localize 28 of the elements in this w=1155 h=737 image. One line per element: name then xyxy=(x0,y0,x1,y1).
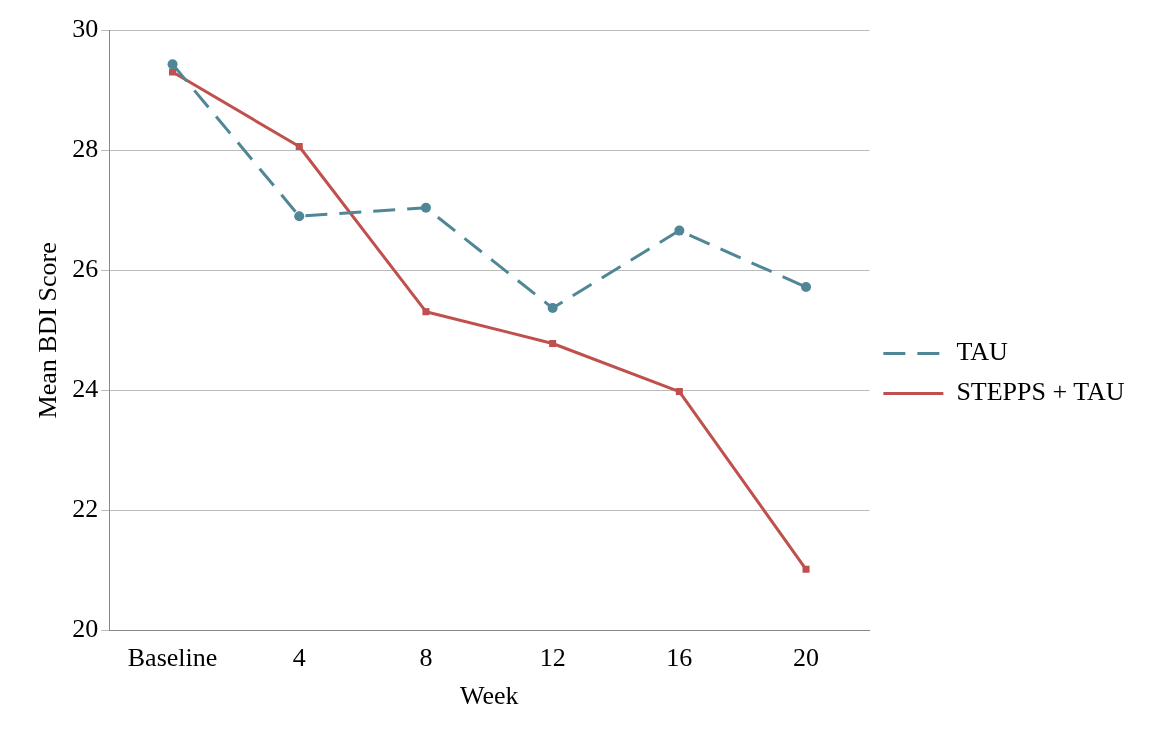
point xyxy=(167,59,178,70)
point xyxy=(802,565,810,573)
y-axis-title: Mean BDI Score xyxy=(33,242,63,419)
x-tick-label: 12 xyxy=(539,643,566,673)
point xyxy=(801,282,812,293)
y-tick-label: 30 xyxy=(72,13,99,43)
y-tick-label: 22 xyxy=(72,494,99,524)
y-tick-label: 20 xyxy=(72,614,99,644)
x-tick-label: 4 xyxy=(292,643,306,673)
point xyxy=(422,308,430,316)
legend-label: STEPPS + TAU xyxy=(956,377,1125,407)
point xyxy=(169,68,177,76)
x-axis-title: Week xyxy=(460,681,519,711)
point xyxy=(674,225,685,236)
legend-label: TAU xyxy=(956,337,1008,367)
x-tick-label: 16 xyxy=(666,643,693,673)
point xyxy=(294,211,305,222)
point xyxy=(295,142,303,151)
point xyxy=(549,339,557,348)
point xyxy=(547,303,558,314)
y-tick-label: 26 xyxy=(72,254,99,284)
x-tick-label: 8 xyxy=(419,643,433,673)
x-tick-label: 20 xyxy=(793,643,820,673)
point xyxy=(420,202,431,213)
point xyxy=(675,388,683,396)
y-tick-label: 28 xyxy=(72,133,99,163)
x-tick-label: Baseline xyxy=(127,643,218,673)
y-tick-label: 24 xyxy=(72,374,99,404)
